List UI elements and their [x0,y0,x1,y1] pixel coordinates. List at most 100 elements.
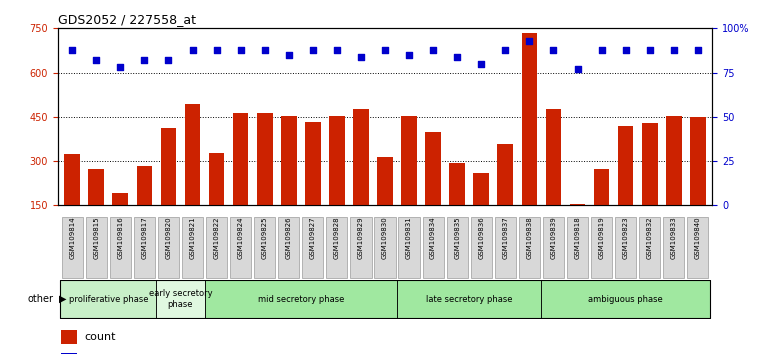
Point [114,64,126,70]
FancyBboxPatch shape [374,217,396,278]
Text: GSM109827: GSM109827 [310,216,316,259]
Point [668,47,680,52]
FancyBboxPatch shape [326,217,347,278]
Text: GSM109826: GSM109826 [286,216,292,259]
Bar [546,109,561,250]
Text: GSM109822: GSM109822 [213,216,219,259]
FancyBboxPatch shape [567,217,588,278]
Bar [65,154,80,250]
Text: GSM109834: GSM109834 [430,216,436,259]
Bar [594,169,609,250]
Point [306,47,319,52]
Bar [61,330,77,344]
Bar [353,109,369,250]
Point [451,54,464,59]
FancyBboxPatch shape [519,217,540,278]
Text: GSM109840: GSM109840 [695,216,701,259]
FancyBboxPatch shape [494,217,516,278]
FancyBboxPatch shape [543,217,564,278]
Point [475,61,487,67]
Bar [209,153,224,250]
Text: GSM109830: GSM109830 [382,216,388,259]
Bar [425,132,441,250]
Point [355,54,367,59]
FancyBboxPatch shape [205,280,397,318]
Bar [61,353,77,354]
Text: GSM109829: GSM109829 [358,216,364,259]
Bar [112,193,128,250]
Point [90,57,102,63]
Bar [450,163,465,250]
FancyBboxPatch shape [541,280,710,318]
Text: GSM109815: GSM109815 [93,216,99,259]
Bar [89,169,104,250]
Point [619,47,631,52]
Point [427,47,439,52]
FancyBboxPatch shape [134,217,155,278]
Text: ▶: ▶ [59,294,67,304]
Text: ambiguous phase: ambiguous phase [588,295,663,304]
Text: mid secretory phase: mid secretory phase [258,295,344,304]
Bar [257,113,273,250]
Bar [570,205,585,250]
Text: GSM109819: GSM109819 [598,216,604,259]
Text: late secretory phase: late secretory phase [426,295,513,304]
FancyBboxPatch shape [663,217,685,278]
Point [547,47,560,52]
Point [595,47,608,52]
Bar [377,157,393,250]
Point [330,47,343,52]
FancyBboxPatch shape [206,217,227,278]
Text: GDS2052 / 227558_at: GDS2052 / 227558_at [58,13,196,26]
Text: GSM109816: GSM109816 [117,216,123,259]
FancyBboxPatch shape [302,217,323,278]
FancyBboxPatch shape [447,217,467,278]
Bar [329,116,345,250]
Text: other: other [28,294,54,304]
FancyBboxPatch shape [60,280,156,318]
FancyBboxPatch shape [254,217,276,278]
Point [403,52,415,58]
Bar [305,122,320,250]
FancyBboxPatch shape [639,217,660,278]
FancyBboxPatch shape [182,217,203,278]
FancyBboxPatch shape [156,280,205,318]
Text: GSM109814: GSM109814 [69,216,75,259]
Text: GSM109832: GSM109832 [647,216,653,259]
FancyBboxPatch shape [423,217,444,278]
Point [499,47,511,52]
Bar [474,173,489,250]
Point [234,47,246,52]
Point [259,47,271,52]
FancyBboxPatch shape [85,217,107,278]
Text: GSM109839: GSM109839 [551,216,557,259]
Point [139,57,151,63]
FancyBboxPatch shape [591,217,612,278]
Point [571,66,584,72]
Text: GSM109820: GSM109820 [166,216,172,259]
Text: GSM109836: GSM109836 [478,216,484,259]
Point [283,52,295,58]
Bar [666,116,681,250]
Text: GSM109835: GSM109835 [454,216,460,259]
Text: GSM109823: GSM109823 [623,216,628,259]
Text: GSM109837: GSM109837 [502,216,508,259]
Point [524,38,536,44]
FancyBboxPatch shape [62,217,83,278]
FancyBboxPatch shape [470,217,492,278]
Bar [618,126,634,250]
Text: GSM109824: GSM109824 [238,216,243,259]
Bar [690,118,705,250]
FancyBboxPatch shape [230,217,251,278]
Text: GSM109828: GSM109828 [334,216,340,259]
Bar [185,104,200,250]
FancyBboxPatch shape [615,217,636,278]
Text: GSM109821: GSM109821 [189,216,196,259]
FancyBboxPatch shape [350,217,371,278]
Point [691,47,704,52]
FancyBboxPatch shape [397,280,541,318]
Text: count: count [84,332,116,342]
Bar [161,128,176,250]
Bar [136,166,152,250]
Text: proliferative phase: proliferative phase [69,295,148,304]
